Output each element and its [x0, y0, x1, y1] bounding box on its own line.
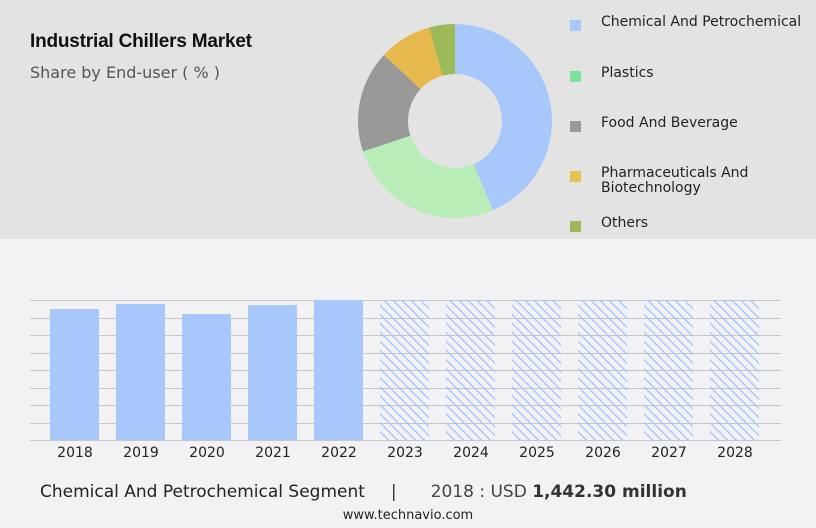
x-tick-2020: 2020: [189, 445, 225, 461]
segment-label: Chemical And Petrochemical Segment: [40, 482, 365, 502]
bar-2028-forecast: [710, 300, 759, 440]
legend-label: Others: [601, 215, 649, 231]
legend-swatch: [570, 71, 581, 82]
bar-2020: [182, 314, 231, 440]
legend-item-food-beverage: Food And Beverage: [570, 116, 811, 132]
x-tick-2018: 2018: [57, 445, 93, 461]
legend-label: Chemical And Petrochemical: [601, 14, 802, 30]
chart-subtitle: Share by End-user ( % ): [30, 63, 220, 82]
legend-swatch: [570, 171, 581, 182]
legend-swatch: [570, 20, 581, 31]
segment-value-amount: 1,442.30 million: [532, 482, 687, 502]
donut-segment-chemical-and-petrochemical: [455, 24, 552, 211]
x-tick-2025: 2025: [519, 445, 555, 461]
bar-2018: [50, 309, 99, 440]
donut-segment-plastics: [362, 135, 493, 218]
donut-chart: [358, 24, 552, 218]
legend-item-pharma: Pharmaceuticals And Biotechnology: [570, 166, 811, 196]
bar-2027-forecast: [644, 300, 693, 440]
bar-chart: [30, 300, 781, 441]
legend-swatch: [570, 121, 581, 132]
bar-2022: [314, 300, 363, 440]
x-tick-2019: 2019: [123, 445, 159, 461]
legend-label: Plastics: [601, 65, 654, 81]
bar-2024-forecast: [446, 300, 495, 440]
legend-item-others: Others: [570, 216, 811, 232]
legend-label: Pharmaceuticals And Biotechnology: [601, 165, 749, 196]
bar-2021: [248, 305, 297, 440]
x-tick-2022: 2022: [321, 445, 357, 461]
x-tick-2024: 2024: [453, 445, 489, 461]
separator: |: [390, 482, 397, 502]
x-tick-2021: 2021: [255, 445, 291, 461]
donut-segment-others: [429, 24, 455, 76]
chart-title: Industrial Chillers Market: [30, 31, 252, 52]
gridline: [30, 440, 781, 441]
x-tick-2023: 2023: [387, 445, 423, 461]
footer-summary: Chemical And Petrochemical Segment | 2018 …: [40, 482, 800, 502]
segment-value: 2018 : USD 1,442.30 million: [430, 482, 687, 502]
legend: Chemical And Petrochemical Plastics Food…: [570, 15, 810, 235]
x-tick-2028: 2028: [717, 445, 753, 461]
x-tick-2027: 2027: [651, 445, 687, 461]
source-url: www.technavio.com: [342, 508, 474, 523]
donut-segment-food-and-beverage: [358, 55, 421, 152]
bar-2019: [116, 304, 165, 440]
legend-item-chemical: Chemical And Petrochemical: [570, 15, 811, 31]
donut-segment-pharmaceuticals-and-biotechnology: [383, 27, 443, 90]
bar-2025-forecast: [512, 300, 561, 440]
legend-label: Food And Beverage: [601, 115, 738, 131]
x-tick-2026: 2026: [585, 445, 621, 461]
bar-2023-forecast: [380, 300, 429, 440]
legend-item-plastics: Plastics: [570, 66, 811, 82]
legend-swatch: [570, 221, 581, 232]
bar-2026-forecast: [578, 300, 627, 440]
summary-panel: Industrial Chillers Market Share by End-…: [0, 0, 816, 239]
